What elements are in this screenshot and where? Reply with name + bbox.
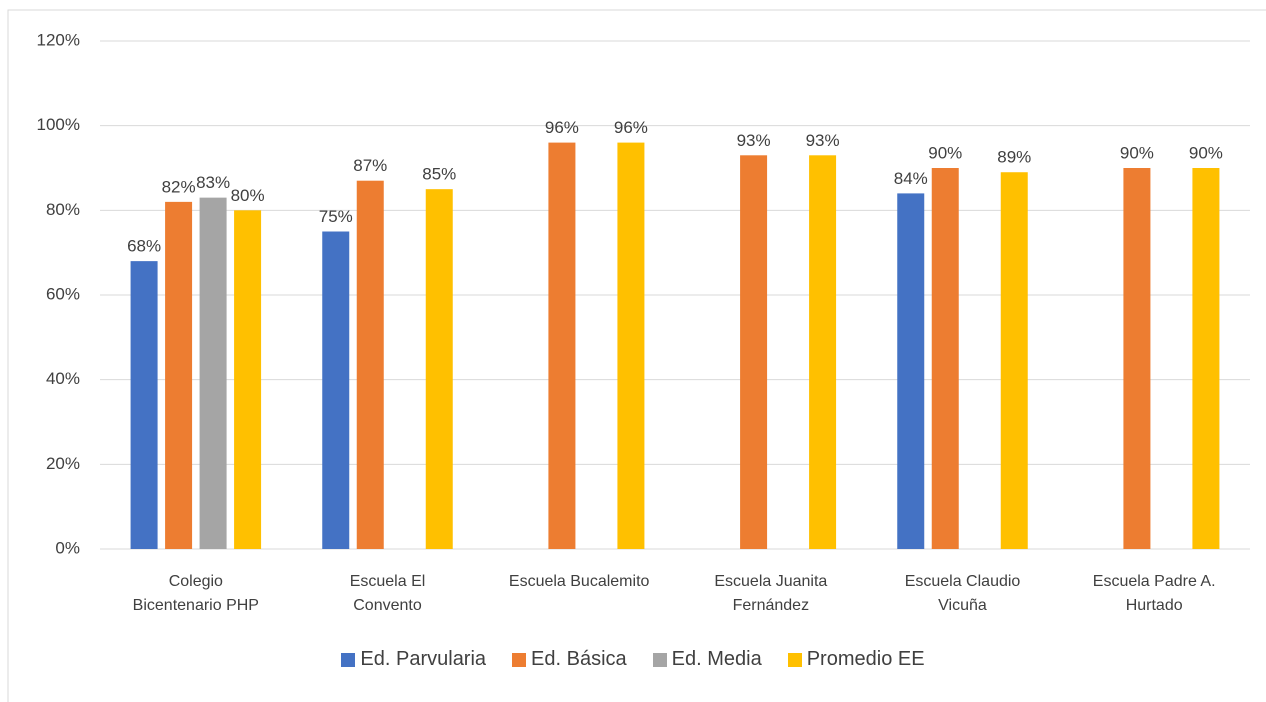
bar	[617, 142, 645, 549]
data-label: 96%	[614, 118, 648, 137]
x-tick-label: Colegio Bicentenario PHP	[132, 573, 259, 614]
y-tick-label: 80%	[46, 200, 80, 219]
bar	[322, 231, 350, 549]
bar	[199, 197, 227, 549]
data-label: 83%	[196, 173, 230, 192]
y-tick-label: 100%	[37, 115, 80, 134]
legend-item: Promedio EE	[787, 648, 925, 671]
bar	[425, 189, 453, 549]
data-label: 75%	[319, 207, 353, 226]
bar	[548, 142, 576, 549]
data-label: 87%	[353, 156, 387, 175]
bar	[234, 210, 262, 550]
data-label: 96%	[545, 118, 579, 137]
x-tick-label: Escuela El Convento	[349, 573, 426, 614]
bar	[809, 155, 837, 550]
data-label: 85%	[422, 165, 456, 184]
data-label: 82%	[162, 177, 196, 196]
bar	[356, 180, 384, 549]
legend-swatch	[787, 652, 802, 667]
x-tick-label: Escuela Claudio Vicuña	[904, 573, 1021, 614]
bar	[130, 261, 158, 549]
y-tick-label: 60%	[46, 284, 80, 303]
bar	[1123, 168, 1151, 549]
data-label: 80%	[231, 186, 265, 205]
legend-label: Ed. Parvularia	[360, 648, 487, 670]
legend-label: Promedio EE	[806, 648, 925, 670]
data-label: 89%	[997, 148, 1031, 167]
data-label: 93%	[737, 131, 771, 150]
legend-item: Ed. Media	[652, 648, 762, 671]
data-label: 90%	[1189, 143, 1223, 162]
y-tick-label: 40%	[46, 369, 80, 388]
y-tick-label: 0%	[55, 538, 80, 557]
legend-label: Ed. Básica	[531, 648, 627, 670]
x-tick-label: Escuela Padre A. Hurtado	[1092, 573, 1216, 614]
bar	[165, 201, 193, 549]
data-label: 84%	[894, 169, 928, 188]
x-tick-label: Escuela Bucalemito	[508, 573, 650, 590]
legend-swatch	[652, 652, 667, 667]
chart-border	[7, 9, 1266, 702]
bar	[740, 155, 768, 550]
data-label: 90%	[1120, 143, 1154, 162]
legend-swatch	[341, 652, 356, 667]
bar	[931, 168, 959, 549]
bar	[1000, 172, 1028, 549]
data-label: 90%	[928, 143, 962, 162]
legend-swatch	[512, 652, 527, 667]
y-tick-label: 120%	[37, 30, 80, 49]
legend-label: Ed. Media	[671, 648, 762, 670]
data-label: 93%	[806, 131, 840, 150]
legend: Ed. Parvularia Ed. Básica Ed. Media Promedi…	[0, 648, 1266, 671]
legend-item: Ed. Básica	[512, 648, 627, 671]
bar	[1192, 168, 1220, 549]
bar	[897, 193, 925, 549]
legend-item: Ed. Parvularia	[341, 648, 486, 671]
y-tick-label: 20%	[46, 454, 80, 473]
data-label: 68%	[127, 237, 161, 256]
x-tick-label: Escuela Juanita Fernández	[714, 573, 828, 614]
